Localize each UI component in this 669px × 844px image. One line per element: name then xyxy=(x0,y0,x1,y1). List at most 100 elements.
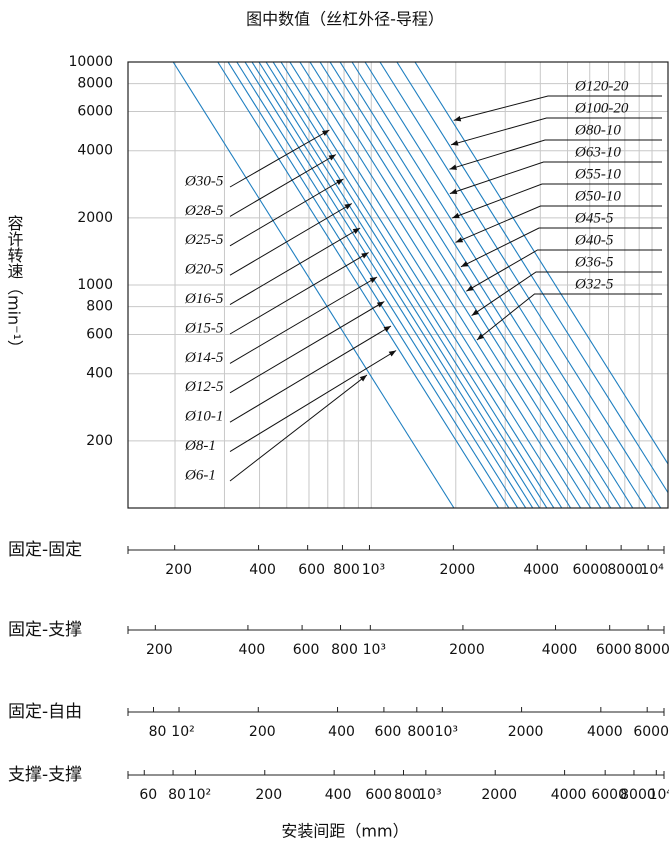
leader-arrow xyxy=(449,139,662,170)
series-line xyxy=(227,62,510,508)
x-tick-label: 600 xyxy=(375,724,402,740)
x-tick-label: 10² xyxy=(171,724,194,740)
plot-frame xyxy=(127,61,669,509)
leader-arrow xyxy=(476,293,662,341)
leader-arrow xyxy=(229,350,397,453)
series-label: Ø63-10 xyxy=(574,144,621,160)
scale-title: 支撑-支撑 xyxy=(8,765,82,785)
x-tick-label: 400 xyxy=(325,787,352,803)
series-label: Ø80-10 xyxy=(574,122,621,138)
series-line xyxy=(364,62,647,508)
series-label: Ø40-5 xyxy=(574,232,614,248)
series-label: Ø28-5 xyxy=(184,203,224,219)
series-label: Ø6-1 xyxy=(184,467,216,483)
y-tick-label: 6000 xyxy=(77,103,113,119)
leader-arrow xyxy=(229,178,344,247)
x-tick-label: 800 xyxy=(333,562,360,578)
x-tick-label: 200 xyxy=(255,787,282,803)
leader-arrow xyxy=(460,227,662,268)
x-tick-label: 10³ xyxy=(362,562,385,578)
series-line xyxy=(265,62,548,508)
x-tick-label: 80 xyxy=(168,787,186,803)
leader-arrow xyxy=(452,183,662,219)
series-line xyxy=(236,62,519,508)
x-tick-label: 8000 xyxy=(620,787,656,803)
y-tick-label: 800 xyxy=(86,299,113,315)
leader-arrow xyxy=(229,276,378,364)
leader-arrow xyxy=(471,271,662,317)
x-tick-label: 60 xyxy=(139,787,157,803)
x-tick-label: 400 xyxy=(328,724,355,740)
y-tick-label: 400 xyxy=(86,366,113,382)
x-tick-label: 6000 xyxy=(572,562,608,578)
series-line xyxy=(351,62,634,508)
x-tick-label: 80 xyxy=(149,724,167,740)
x-tick-label: 4000 xyxy=(542,642,578,658)
series-line xyxy=(299,62,582,508)
x-tick-label: 8000 xyxy=(634,642,669,658)
series-label: Ø20-5 xyxy=(184,262,224,278)
scale-title: 固定-自由 xyxy=(8,702,82,722)
leader-arrow xyxy=(229,325,392,423)
x-tick-label: 6000 xyxy=(633,724,669,740)
leader-arrow xyxy=(453,95,662,122)
series-line xyxy=(272,62,555,508)
leader-arrow xyxy=(466,249,662,292)
x-tick-label: 4000 xyxy=(523,562,559,578)
y-tick-label: 600 xyxy=(86,326,113,342)
x-tick-label: 10³ xyxy=(363,642,386,658)
series-label: Ø15-5 xyxy=(184,320,224,336)
series-label: Ø120-20 xyxy=(574,78,629,94)
x-tick-label: 200 xyxy=(146,642,173,658)
x-tick-label: 2000 xyxy=(481,787,517,803)
x-tick-label: 10⁴ xyxy=(649,787,669,803)
series-line xyxy=(339,62,622,508)
series-label: Ø10-1 xyxy=(184,409,223,425)
x-tick-label: 6000 xyxy=(591,787,627,803)
x-tick-label: 600 xyxy=(298,562,325,578)
series-line xyxy=(280,62,563,508)
leader-arrow xyxy=(229,203,353,276)
series-line xyxy=(414,62,668,465)
x-tick-label: 2000 xyxy=(449,642,485,658)
series-line xyxy=(379,62,662,508)
series-line xyxy=(396,62,668,494)
series-line xyxy=(319,62,602,508)
series-label: Ø45-5 xyxy=(574,210,614,226)
series-label: Ø30-5 xyxy=(184,173,224,189)
x-tick-label: 6000 xyxy=(596,642,632,658)
x-tick-label: 600 xyxy=(293,642,320,658)
leader-arrow xyxy=(450,117,662,146)
leader-arrow xyxy=(229,374,368,482)
x-tick-label: 4000 xyxy=(551,787,587,803)
y-tick-label: 200 xyxy=(86,433,113,449)
scale-title: 固定-固定 xyxy=(8,540,82,560)
scale-title: 固定-支撑 xyxy=(8,620,82,640)
leader-arrow xyxy=(229,129,330,188)
x-tick-label: 2000 xyxy=(508,724,544,740)
y-tick-label: 10000 xyxy=(68,54,113,70)
x-tick-label: 400 xyxy=(249,562,276,578)
x-tick-label: 10² xyxy=(188,787,211,803)
series-line xyxy=(329,62,612,508)
y-tick-label: 8000 xyxy=(77,76,113,92)
leader-arrow xyxy=(229,154,337,217)
series-label: Ø36-5 xyxy=(574,254,614,270)
x-tick-label: 800 xyxy=(407,724,434,740)
x-tick-label: 4000 xyxy=(587,724,623,740)
leader-arrow xyxy=(229,252,369,335)
x-tick-label: 600 xyxy=(365,787,392,803)
leader-arrow xyxy=(229,301,385,394)
x-tick-label: 200 xyxy=(165,562,192,578)
x-axis-label: 安装间距（mm） xyxy=(281,822,408,841)
x-tick-label: 400 xyxy=(239,642,266,658)
x-tick-label: 8000 xyxy=(607,562,643,578)
series-label: Ø100-20 xyxy=(574,100,629,116)
series-label: Ø25-5 xyxy=(184,232,224,248)
y-axis-label: 容许转速（min⁻¹） xyxy=(5,215,24,356)
x-tick-label: 2000 xyxy=(440,562,476,578)
series-label: Ø55-10 xyxy=(574,166,621,182)
series-label: Ø12-5 xyxy=(184,379,224,395)
series-label: Ø50-10 xyxy=(574,188,621,204)
